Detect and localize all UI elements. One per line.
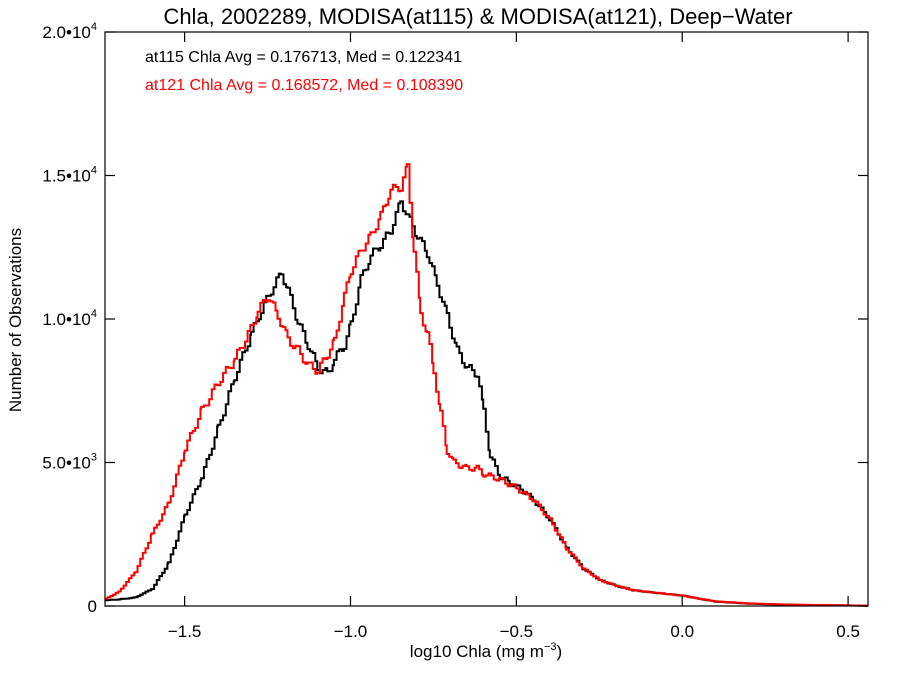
y-axis-ticks: 0 5.0•103 1.0•104 1.5•104 2.0•104: [42, 21, 868, 616]
y-tick-label-0: 0: [88, 597, 97, 616]
y-axis-label-group: Number of Observations: [6, 228, 25, 412]
x-axis-label-main: log10 Chla (mg m: [410, 642, 544, 661]
x-tick-label-2: −0.5: [500, 622, 534, 641]
x-axis-label-superscript: −3: [544, 641, 557, 653]
x-tick-label-4: 0.5: [836, 622, 860, 641]
series-layer: [105, 163, 868, 607]
y-tick-label-4: 2.0•104: [42, 21, 97, 42]
x-axis-ticks: −1.5 −1.0 −0.5 0.0 0.5: [168, 32, 860, 641]
x-axis-label-end: ): [557, 642, 563, 661]
y-tick-label-3: 1.5•104: [42, 165, 97, 186]
y-tick-label-2: 1.0•104: [42, 308, 97, 329]
x-axis-label: log10 Chla (mg m−3): [410, 641, 562, 661]
stats-annotation-1: at115 Chla Avg = 0.176713, Med = 0.12234…: [145, 49, 462, 66]
x-tick-label-0: −1.5: [168, 622, 202, 641]
plot-frame: [104, 31, 869, 607]
series-1-line: [105, 200, 868, 607]
stats-annotations: at115 Chla Avg = 0.176713, Med = 0.12234…: [145, 49, 463, 94]
y-tick-label-1: 5.0•103: [42, 452, 97, 473]
chart-title: Chla, 2002289, MODISA(at115) & MODISA(at…: [163, 4, 792, 29]
series-2-line: [105, 163, 868, 607]
x-tick-label-3: 0.0: [670, 622, 694, 641]
x-tick-label-1: −1.0: [334, 622, 368, 641]
stats-annotation-2: at121 Chla Avg = 0.168572, Med = 0.10839…: [145, 77, 463, 94]
y-axis-label: Number of Observations: [6, 228, 25, 412]
